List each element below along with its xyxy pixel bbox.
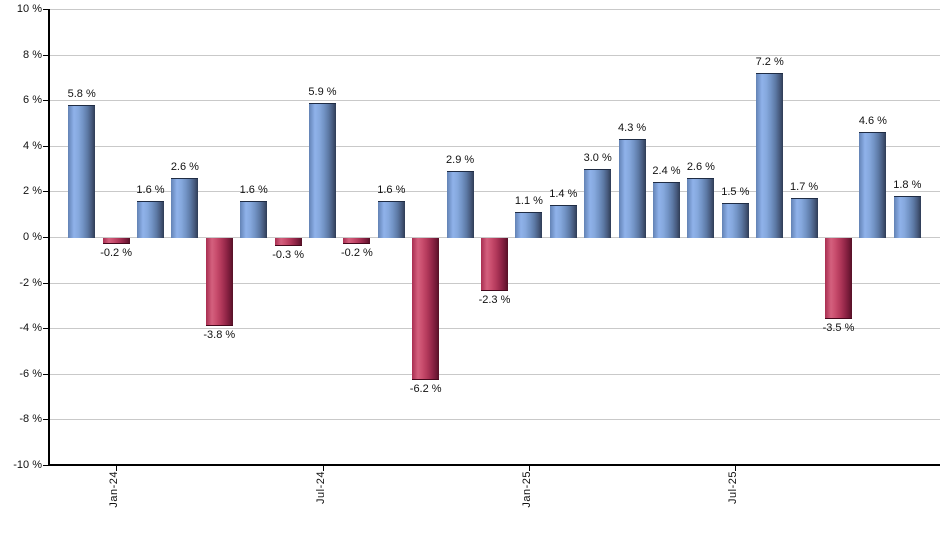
y-axis-tick bbox=[43, 9, 48, 10]
y-gridline bbox=[49, 9, 940, 10]
bar-value-label: 2.6 % bbox=[686, 160, 715, 173]
positive-return-bar bbox=[515, 211, 543, 238]
negative-return-bar bbox=[343, 238, 371, 244]
bar-value-label: 2.6 % bbox=[170, 160, 199, 173]
y-gridline bbox=[49, 191, 940, 193]
bar-value-label: 2.4 % bbox=[652, 165, 681, 178]
negative-return-bar bbox=[205, 238, 233, 326]
bar-value-label: 4.6 % bbox=[858, 115, 887, 128]
bar-value-label: 1.6 % bbox=[136, 183, 165, 196]
x-axis-label: Jul-25 bbox=[727, 471, 740, 504]
positive-return-bar bbox=[446, 170, 474, 238]
positive-return-bar bbox=[893, 196, 921, 238]
y-axis-tick bbox=[43, 373, 48, 375]
y-axis-tick bbox=[43, 328, 48, 330]
bar-value-label: -3.8 % bbox=[203, 328, 236, 341]
y-gridline bbox=[49, 373, 940, 375]
positive-return-bar bbox=[68, 104, 96, 238]
x-axis-tick bbox=[322, 465, 324, 471]
x-axis-label: Jan-25 bbox=[520, 471, 533, 508]
y-axis-label: 0 % bbox=[23, 231, 42, 243]
positive-return-bar bbox=[721, 202, 749, 238]
y-gridline bbox=[49, 145, 940, 147]
positive-return-bar bbox=[687, 177, 715, 238]
positive-return-bar bbox=[171, 177, 199, 238]
bar-value-label: 1.6 % bbox=[377, 183, 406, 196]
positive-return-bar bbox=[137, 200, 164, 238]
positive-return-bar bbox=[309, 102, 336, 238]
bar-value-label: -0.3 % bbox=[272, 248, 304, 261]
y-axis-tick bbox=[43, 191, 48, 193]
x-axis-tick bbox=[116, 465, 118, 471]
y-axis-label: -4 % bbox=[19, 322, 42, 335]
y-axis-label: 4 % bbox=[23, 139, 42, 152]
bar-value-label: 1.1 % bbox=[514, 194, 543, 207]
x-axis-tick bbox=[528, 465, 530, 471]
bar-value-label: -0.2 % bbox=[340, 246, 373, 259]
positive-return-bar bbox=[756, 72, 784, 238]
y-axis-tick bbox=[43, 282, 48, 284]
y-axis-line bbox=[48, 9, 50, 465]
positive-return-bar bbox=[618, 139, 646, 238]
bar-value-label: 1.5 % bbox=[721, 185, 750, 198]
y-axis-label: -10 % bbox=[13, 459, 42, 471]
bar-value-label: -3.5 % bbox=[822, 321, 855, 334]
negative-return-bar bbox=[102, 238, 130, 244]
positive-return-bar bbox=[653, 182, 680, 238]
y-gridline bbox=[49, 237, 940, 238]
bar-value-label: -2.3 % bbox=[478, 294, 511, 307]
positive-return-bar bbox=[377, 200, 405, 238]
negative-return-bar bbox=[825, 238, 852, 319]
bar-value-label: 4.3 % bbox=[618, 122, 647, 134]
y-axis-label: 10 % bbox=[16, 3, 42, 15]
y-axis-label: -8 % bbox=[19, 413, 42, 426]
bar-value-label: 5.9 % bbox=[308, 85, 337, 98]
bar-value-label: 7.2 % bbox=[755, 55, 784, 68]
bar-value-label: 1.7 % bbox=[790, 181, 819, 194]
positive-return-bar bbox=[240, 200, 268, 238]
y-axis-label: 8 % bbox=[23, 48, 42, 61]
y-axis-tick bbox=[43, 54, 48, 56]
x-axis-line bbox=[48, 464, 940, 466]
negative-return-bar bbox=[412, 238, 440, 381]
y-gridline bbox=[49, 100, 940, 102]
y-gridline bbox=[49, 54, 940, 56]
negative-return-bar bbox=[481, 238, 508, 292]
y-axis-tick bbox=[43, 419, 48, 421]
y-axis-tick bbox=[43, 465, 48, 466]
y-axis-label: -6 % bbox=[19, 367, 42, 380]
negative-return-bar bbox=[274, 238, 302, 246]
bar-value-label: -6.2 % bbox=[409, 383, 442, 396]
y-gridline bbox=[49, 419, 940, 421]
bar-value-label: -0.2 % bbox=[100, 246, 132, 259]
x-axis-label: Jan-24 bbox=[108, 471, 121, 508]
x-axis-label: Jul-24 bbox=[314, 471, 327, 504]
bar-value-label: 1.8 % bbox=[893, 179, 922, 191]
bar-value-label: 3.0 % bbox=[583, 151, 612, 164]
y-axis-label: 6 % bbox=[23, 94, 42, 107]
bar-value-label: 2.9 % bbox=[446, 153, 475, 166]
bar-value-label: 1.4 % bbox=[549, 188, 578, 201]
bar-value-label: 1.6 % bbox=[239, 183, 268, 196]
x-axis-tick bbox=[735, 465, 737, 471]
y-gridline bbox=[49, 328, 940, 330]
y-axis-tick bbox=[43, 237, 48, 238]
y-axis-label: -2 % bbox=[19, 276, 42, 289]
y-axis-label: 2 % bbox=[23, 185, 42, 198]
positive-return-bar bbox=[584, 168, 612, 238]
bar-value-label: 5.8 % bbox=[67, 87, 96, 100]
y-axis-tick bbox=[43, 100, 48, 102]
y-axis-tick bbox=[43, 145, 48, 147]
positive-return-bar bbox=[859, 132, 887, 238]
positive-return-bar bbox=[790, 198, 818, 238]
positive-return-bar bbox=[549, 205, 577, 238]
